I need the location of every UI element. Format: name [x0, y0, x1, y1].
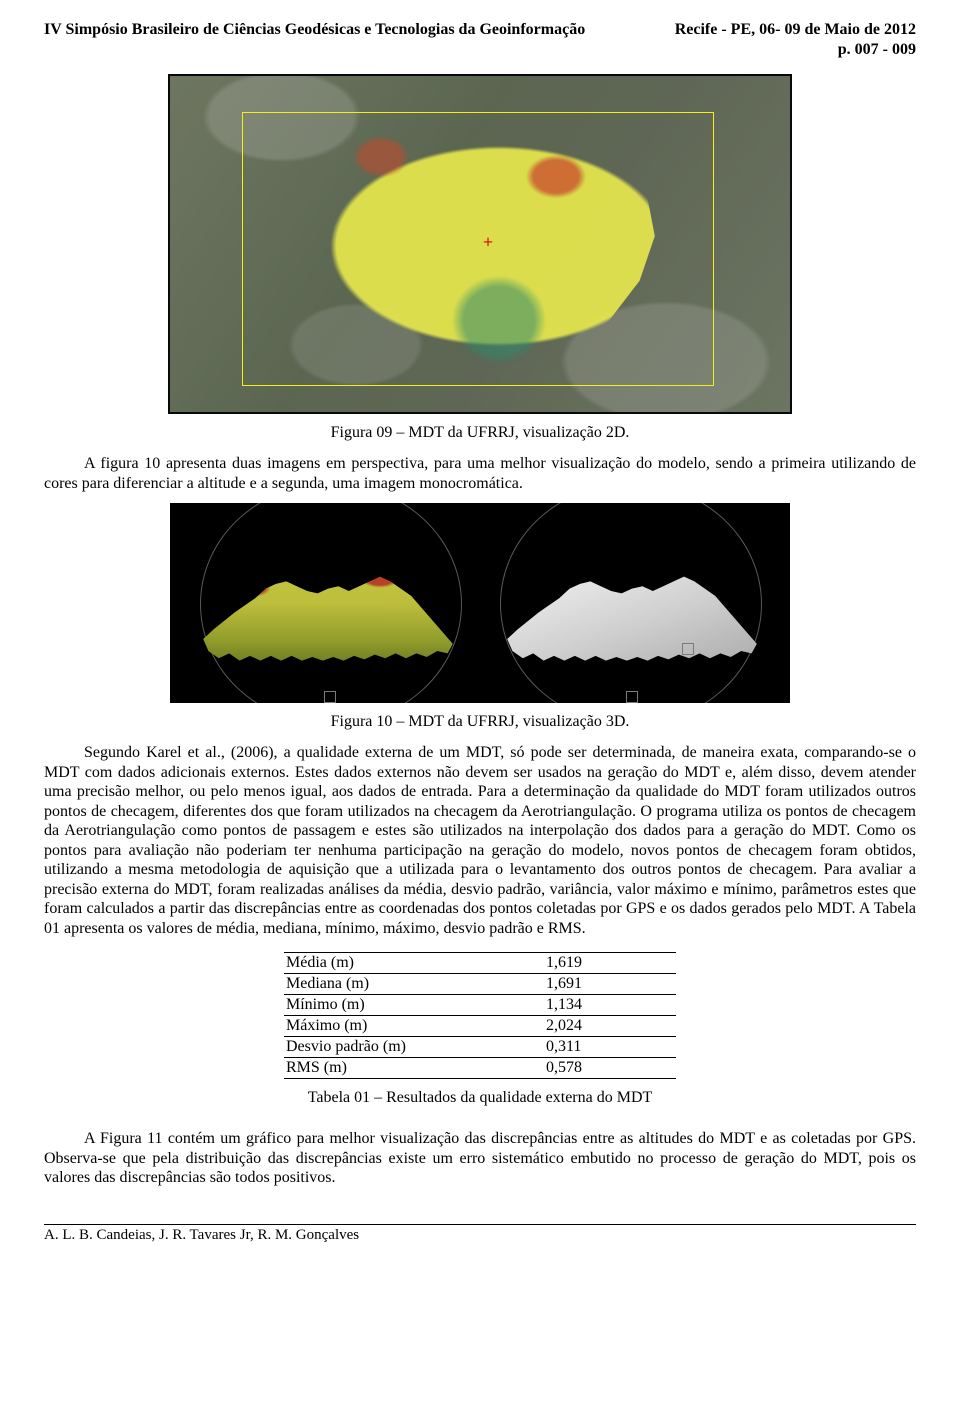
stat-label: Mediana (m) [284, 974, 516, 995]
table-row: Máximo (m) 2,024 [284, 1016, 676, 1037]
header-right: Recife - PE, 06- 09 de Maio de 2012 p. 0… [675, 20, 916, 60]
stat-value: 0,578 [516, 1058, 676, 1079]
center-cross-icon: + [480, 234, 496, 250]
stat-value: 1,619 [516, 953, 676, 974]
stat-value: 1,691 [516, 974, 676, 995]
stat-label: RMS (m) [284, 1058, 516, 1079]
page: IV Simpósio Brasileiro de Ciências Geodé… [0, 0, 960, 1260]
gizmo-handle [682, 643, 694, 655]
stat-value: 1,134 [516, 995, 676, 1016]
stat-label: Mínimo (m) [284, 995, 516, 1016]
stat-label: Máximo (m) [284, 1016, 516, 1037]
figure-10-mdt-3d [170, 503, 790, 703]
table-body: Média (m) 1,619 Mediana (m) 1,691 Mínimo… [284, 953, 676, 1079]
figure-09-mdt-2d: + [168, 74, 792, 414]
table-row: Desvio padrão (m) 0,311 [284, 1037, 676, 1058]
table-row: RMS (m) 0,578 [284, 1058, 676, 1079]
figure-10-caption: Figura 10 – MDT da UFRRJ, visualização 3… [44, 713, 916, 731]
stat-label: Desvio padrão (m) [284, 1037, 516, 1058]
stat-value: 2,024 [516, 1016, 676, 1037]
page-footer: A. L. B. Candeias, J. R. Tavares Jr, R. … [44, 1224, 916, 1244]
table-01-caption: Tabela 01 – Resultados da qualidade exte… [44, 1089, 916, 1107]
table-row: Mínimo (m) 1,134 [284, 995, 676, 1016]
stat-label: Média (m) [284, 953, 516, 974]
paragraph-1: A figura 10 apresenta duas imagens em pe… [44, 454, 916, 493]
page-header: IV Simpósio Brasileiro de Ciências Geodé… [44, 20, 916, 60]
table-01-stats: Média (m) 1,619 Mediana (m) 1,691 Mínimo… [284, 952, 676, 1079]
header-right-line1: Recife - PE, 06- 09 de Maio de 2012 [675, 20, 916, 40]
figure-09-caption: Figura 09 – MDT da UFRRJ, visualização 2… [44, 424, 916, 442]
table-row: Média (m) 1,619 [284, 953, 676, 974]
header-right-line2: p. 007 - 009 [675, 40, 916, 60]
gizmo-handle [626, 691, 638, 703]
gizmo-handle [324, 691, 336, 703]
header-left: IV Simpósio Brasileiro de Ciências Geodé… [44, 20, 585, 60]
table-row: Mediana (m) 1,691 [284, 974, 676, 995]
paragraph-2: Segundo Karel et al., (2006), a qualidad… [44, 743, 916, 938]
stat-value: 0,311 [516, 1037, 676, 1058]
paragraph-3: A Figura 11 contém um gráfico para melho… [44, 1129, 916, 1188]
